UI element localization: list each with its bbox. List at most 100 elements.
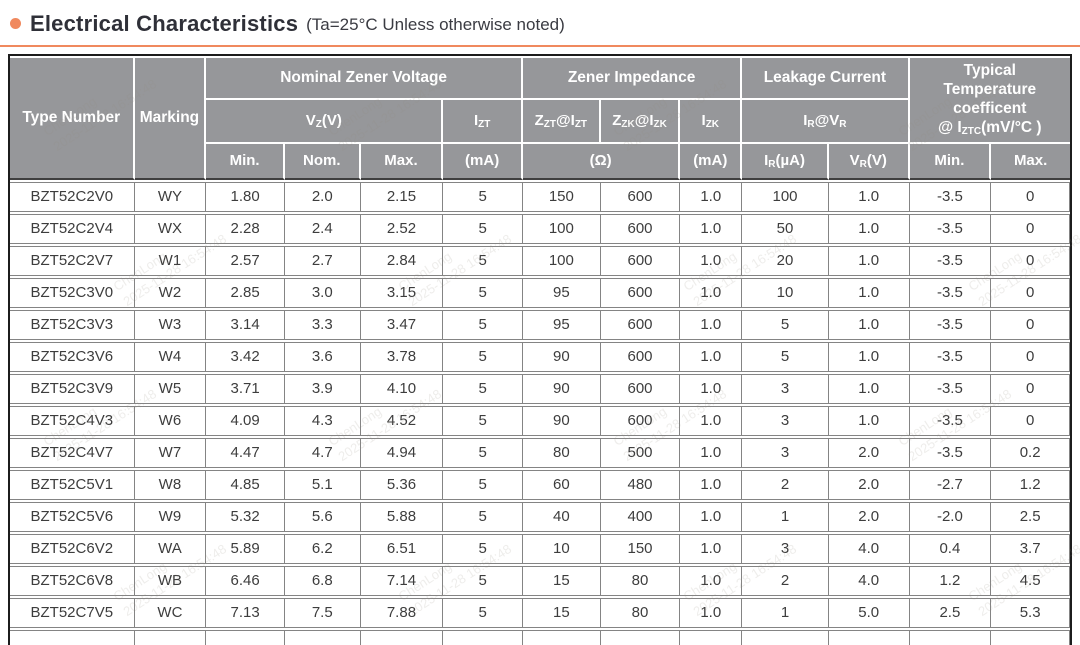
table-cell: BZT52C2V0 — [10, 182, 135, 212]
table-row: BZT52C2V7 W1 2.57 2.7 2.84 5 100 600 1.0 20 1.0 -3.… — [10, 246, 1070, 276]
table-cell: 2.57 — [206, 246, 285, 276]
table-cell: 90 — [522, 342, 601, 372]
table-cell: 3.9 — [284, 374, 361, 404]
table-cell: 1.0 — [680, 374, 743, 404]
table-cell: 3 — [742, 534, 829, 564]
table-cell: 600 — [600, 374, 681, 404]
table-row: BZT52C3V6 W4 3.42 3.6 3.78 5 90 600 1.0 5 1.0 -3.5 0 — [10, 342, 1070, 372]
table-cell: -3.5 — [909, 214, 992, 244]
table-cell: 1.0 — [680, 182, 743, 212]
table-cell: 1.0 — [680, 438, 743, 468]
table-cell: 6.2 — [284, 534, 361, 564]
table-cell: 1.0 — [680, 342, 743, 372]
table-cell — [134, 630, 207, 645]
table-cell: 15 — [522, 566, 601, 596]
col-group-leakage-current: Leakage Current — [742, 58, 910, 98]
table-cell: BZT52C3V3 — [10, 310, 135, 340]
col-header-izt-unit: (mA) — [443, 144, 523, 180]
table-header: Type Number Marking Nominal Zener Voltag… — [10, 58, 1070, 180]
table-cell: W1 — [134, 246, 207, 276]
table-cell: 4.10 — [360, 374, 444, 404]
col-header-tc-max: Max. — [991, 144, 1070, 180]
table-cell: 5 — [443, 438, 523, 468]
table-row: BZT52C4V7 W7 4.47 4.7 4.94 5 80 500 1.0 3 2.0 -3.5 0… — [10, 438, 1070, 468]
table-cell: 7.5 — [284, 598, 361, 628]
col-group-zener-impedance: Zener Impedance — [522, 58, 743, 98]
col-group-nominal-zener-voltage: Nominal Zener Voltage — [206, 58, 523, 98]
table-cell: W9 — [134, 502, 207, 532]
table-cell: -3.5 — [909, 406, 992, 436]
table-cell: 2.0 — [828, 470, 910, 500]
table-cell: 5 — [742, 342, 829, 372]
col-header-izt: IZT — [443, 100, 523, 142]
table-cell: 80 — [600, 598, 681, 628]
table-cell: 1.0 — [680, 406, 743, 436]
table-cell: 4.7 — [284, 438, 361, 468]
table-cell: 100 — [522, 246, 601, 276]
table-cell: 5 — [443, 406, 523, 436]
table-cell: W4 — [134, 342, 207, 372]
table-cell: 1.0 — [828, 406, 910, 436]
table-cell: 7.14 — [360, 566, 444, 596]
table-cell: 1.0 — [828, 278, 910, 308]
table-cell: 3.7 — [991, 534, 1070, 564]
table-cell: 600 — [600, 278, 681, 308]
table-cell: 100 — [742, 182, 829, 212]
table-cell: BZT52C2V4 — [10, 214, 135, 244]
table-cell: 600 — [600, 342, 681, 372]
table-cell: -3.5 — [909, 342, 992, 372]
table-cell: 90 — [522, 374, 601, 404]
table-row: BZT52C3V9 W5 3.71 3.9 4.10 5 90 600 1.0 3 1.0 -3.5 0 — [10, 374, 1070, 404]
header-row-symbols: VZ(V) IZT ZZT@IZT ZZK@IZK IZK IR@VR — [10, 100, 1070, 142]
table-cell: 95 — [522, 310, 601, 340]
table-cell: W6 — [134, 406, 207, 436]
table-cell: 1.0 — [680, 502, 743, 532]
header-row-units: Min. Nom. Max. (mA) (Ω) (mA) IR(µA) VR(V… — [10, 144, 1070, 180]
table-row: BZT52C7V5 WC 7.13 7.5 7.88 5 15 80 1.0 1 5.0 2.5 5.3 — [10, 598, 1070, 628]
table-cell: 1.0 — [680, 278, 743, 308]
table-cell: 90 — [522, 406, 601, 436]
table-cell: W2 — [134, 278, 207, 308]
table-cell: 5 — [443, 598, 523, 628]
table-cell: 3.14 — [206, 310, 285, 340]
spec-table: Type Number Marking Nominal Zener Voltag… — [10, 56, 1070, 645]
table-cell: W5 — [134, 374, 207, 404]
table-cell: 1.0 — [680, 470, 743, 500]
section-subtitle: (Ta=25°C Unless otherwise noted) — [306, 15, 565, 34]
table-cell: BZT52C6V8 — [10, 566, 135, 596]
table-cell: 3.15 — [360, 278, 444, 308]
table-cell — [360, 630, 444, 645]
table-cell: 6.8 — [284, 566, 361, 596]
table-cell: 0 — [991, 406, 1070, 436]
table-cell: 3.6 — [284, 342, 361, 372]
col-header-vr-unit: VR(V) — [828, 144, 910, 180]
table-cell: 5.1 — [284, 470, 361, 500]
table-cell: 1.0 — [828, 374, 910, 404]
col-group-typical-temperature-coefficient: Typical Temperature coefficent @ IZTC(mV/°C… — [909, 58, 1070, 142]
table-row: BZT52C5V1 W8 4.85 5.1 5.36 5 60 480 1.0 2 2.0 -2.7 1… — [10, 470, 1070, 500]
table-cell: 2.15 — [360, 182, 444, 212]
table-cell: 0 — [991, 214, 1070, 244]
table-cell: 5 — [443, 342, 523, 372]
table-cell: -2.7 — [909, 470, 992, 500]
table-cell: 10 — [522, 534, 601, 564]
section-title: Electrical Characteristics — [30, 10, 299, 36]
table-cell: 5 — [443, 470, 523, 500]
table-cell: 4.5 — [991, 566, 1070, 596]
col-header-ir-unit: IR(µA) — [742, 144, 829, 180]
table-cell: BZT52C6V2 — [10, 534, 135, 564]
table-cell: 5.0 — [828, 598, 910, 628]
table-cell: 0.4 — [909, 534, 992, 564]
table-cell: 0 — [991, 310, 1070, 340]
table-cell: 0 — [991, 342, 1070, 372]
table-cell: 480 — [600, 470, 681, 500]
table-cell: WA — [134, 534, 207, 564]
table-row: BZT52C5V6 W9 5.32 5.6 5.88 5 40 400 1.0 1 2.0 -2.0 2… — [10, 502, 1070, 532]
table-cell — [600, 630, 681, 645]
table-cell: BZT52C5V6 — [10, 502, 135, 532]
table-cell: 0 — [991, 182, 1070, 212]
table-cell: 2.4 — [284, 214, 361, 244]
table-cell: WX — [134, 214, 207, 244]
table-cell: BZT52C4V7 — [10, 438, 135, 468]
table-cell: 500 — [600, 438, 681, 468]
